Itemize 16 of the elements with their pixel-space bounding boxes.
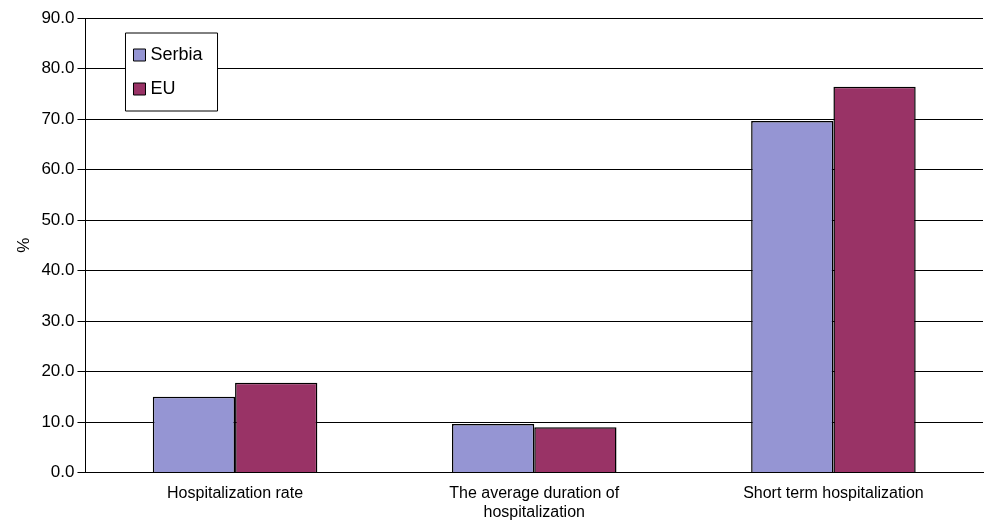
- y-tick-label: 10.0: [41, 411, 75, 431]
- y-tick-label: 90.0: [41, 7, 75, 27]
- y-tick-label: 40.0: [41, 260, 75, 280]
- y-tick-label: 30.0: [41, 310, 75, 330]
- x-tick-label: Short term hospitalization: [743, 483, 924, 501]
- y-tick-label: 50.0: [41, 209, 75, 229]
- y-tick-label: 0.0: [50, 462, 75, 482]
- x-tick-label: Hospitalization rate: [167, 483, 304, 501]
- y-tick-label: 80.0: [41, 58, 75, 78]
- legend-label: Serbia: [150, 43, 204, 64]
- legend-label: EU: [150, 77, 176, 98]
- y-axis-title: %: [13, 237, 33, 253]
- y-tick-label: 70.0: [41, 108, 75, 128]
- y-tick-label: 20.0: [41, 361, 75, 381]
- x-tick-label: The average duration of hospitalization: [449, 483, 620, 520]
- y-tick-label: 60.0: [41, 159, 75, 179]
